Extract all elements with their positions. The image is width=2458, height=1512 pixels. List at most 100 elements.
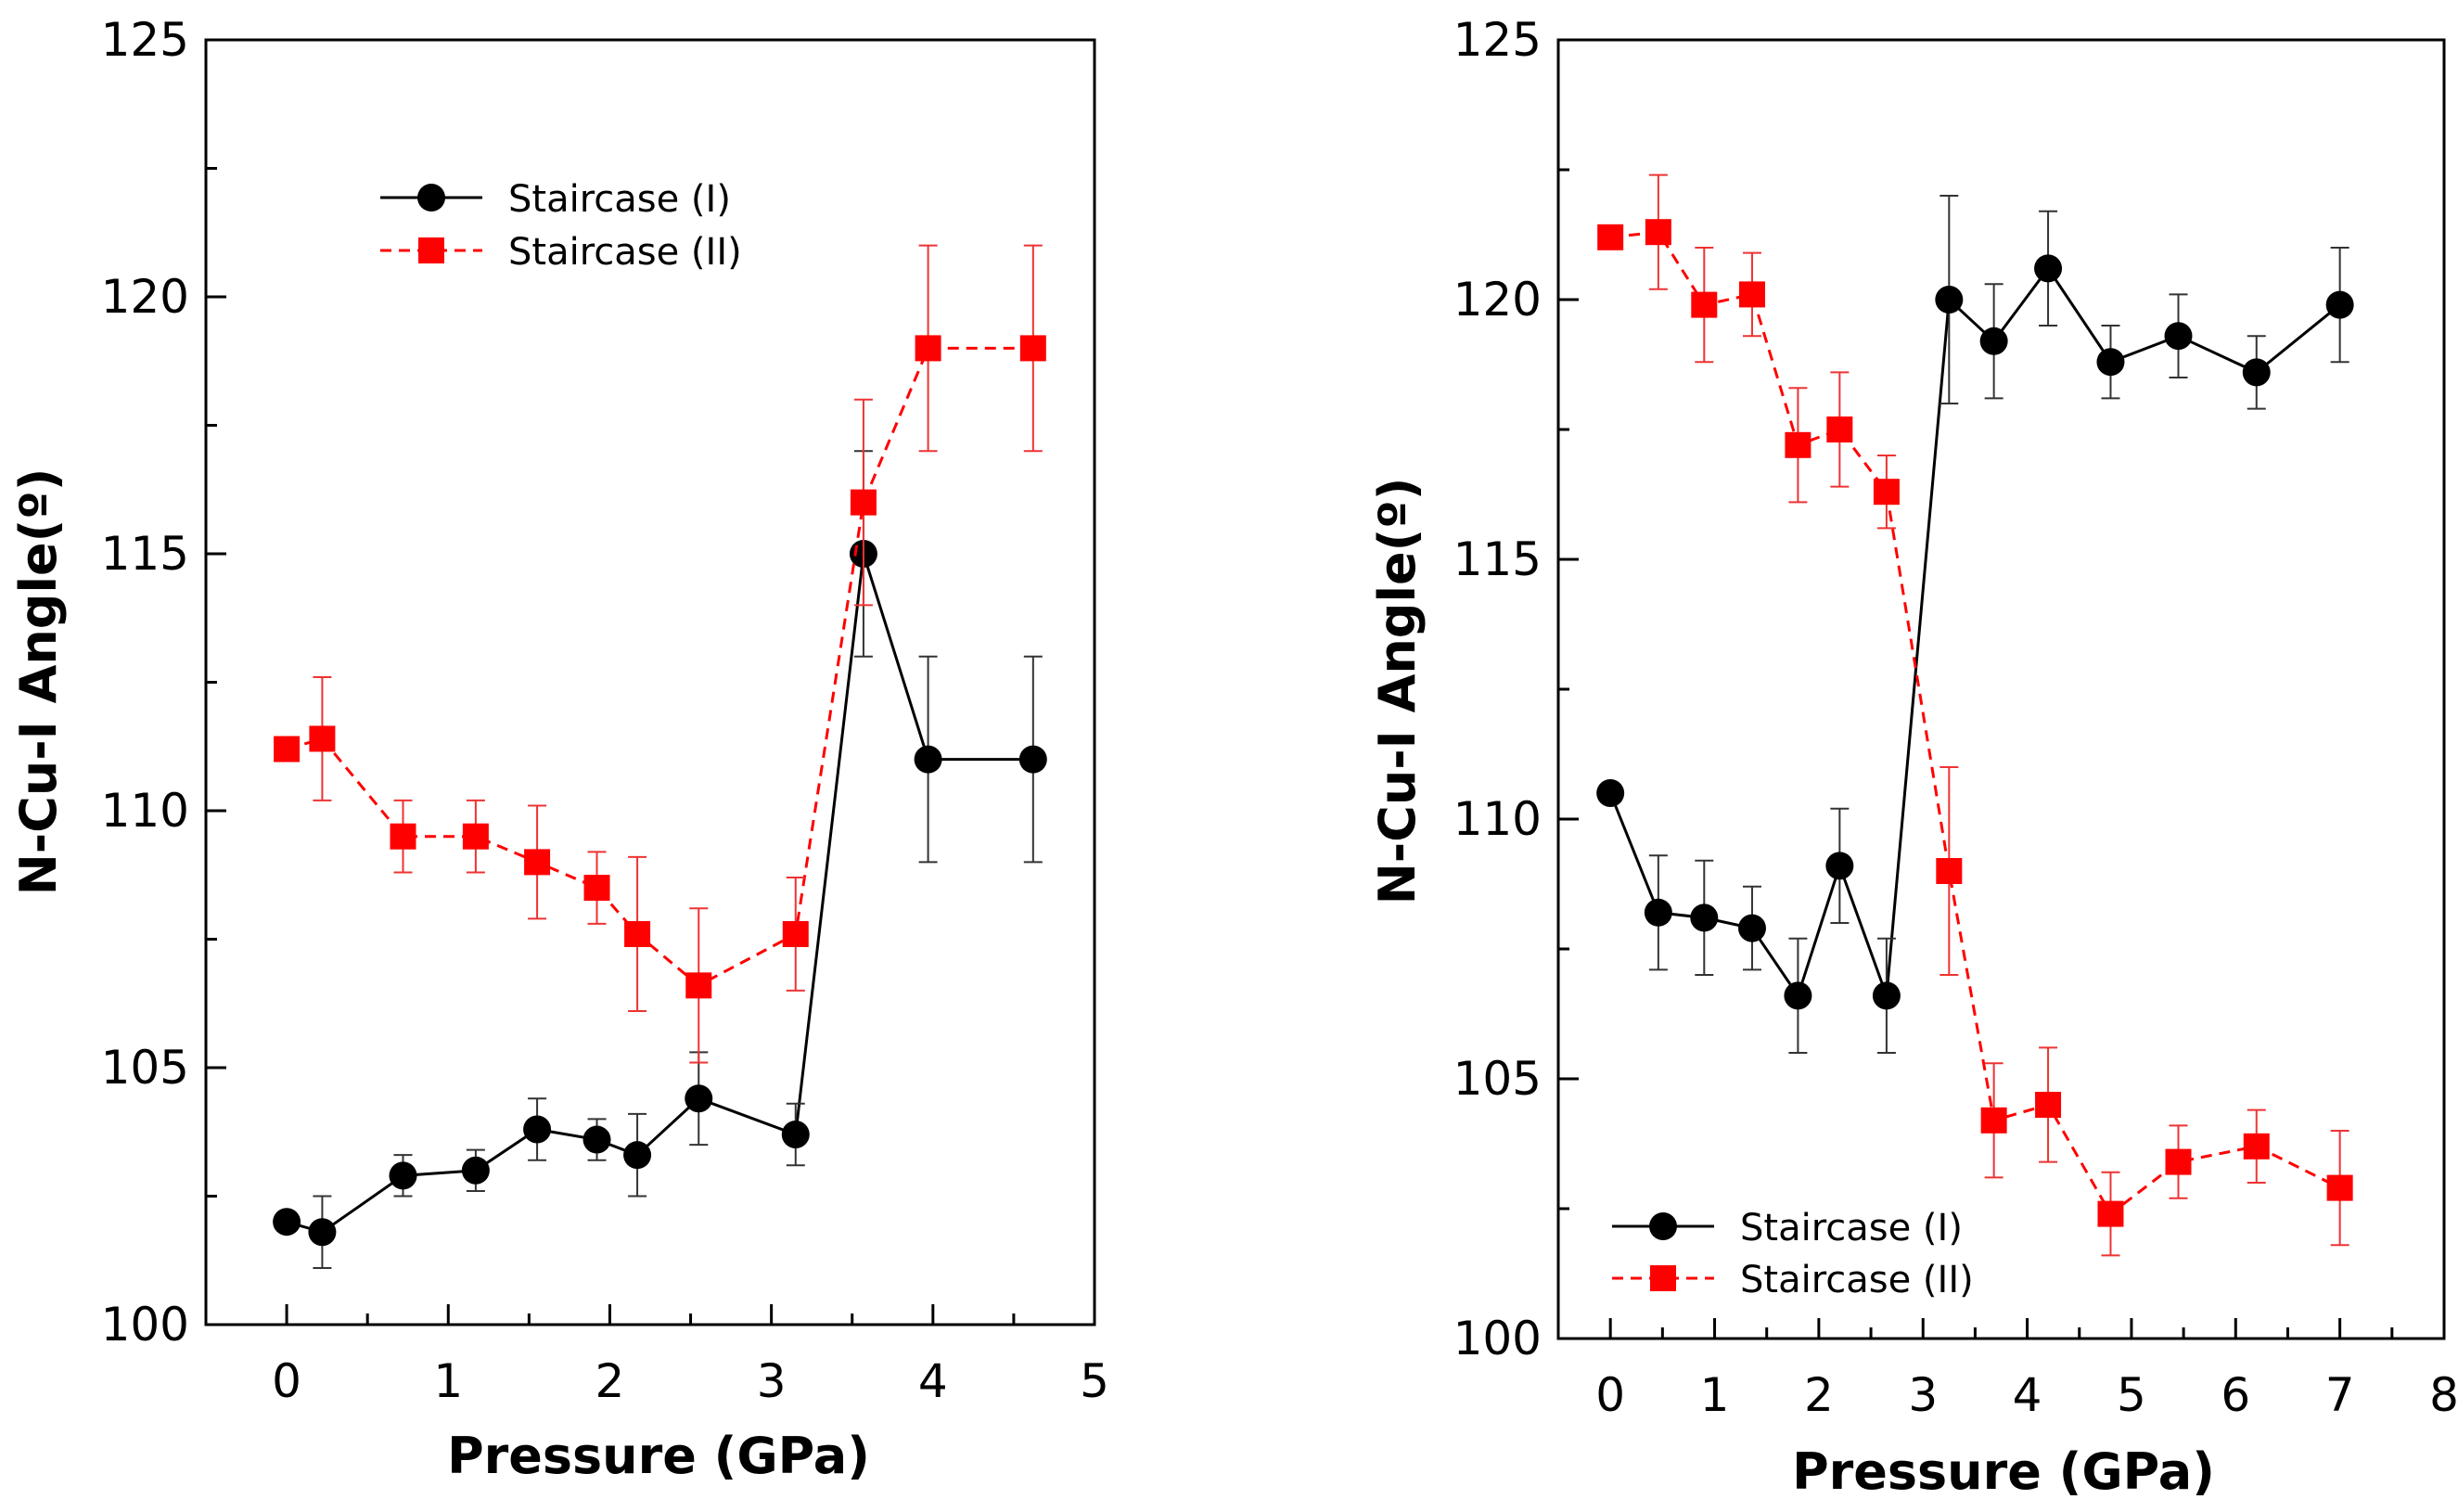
- series-1: [1596, 195, 2354, 1054]
- data-point: [1018, 745, 1047, 774]
- data-point: [850, 489, 877, 516]
- x-tick-label: 3: [757, 1354, 787, 1408]
- y-tick-label: 120: [1453, 273, 1542, 327]
- legend: Staircase (I) Staircase (II): [1612, 1207, 1974, 1301]
- data-point: [389, 1161, 417, 1190]
- y-tick-label: 125: [101, 13, 189, 67]
- data-point: [1936, 858, 1963, 884]
- data-point: [1738, 281, 1765, 308]
- data-point: [1935, 286, 1964, 314]
- y-tick-label: 105: [1453, 1052, 1542, 1106]
- x-axis-title: Pressure (GPa): [1792, 1442, 2215, 1501]
- series-line: [286, 346, 1033, 988]
- data-point: [1980, 1107, 2007, 1134]
- x-ticks: [1608, 1318, 2446, 1339]
- plot-frame: [1556, 38, 2446, 1340]
- data-point: [2097, 1200, 2124, 1227]
- y-ticks: [206, 38, 226, 1326]
- legend-marker: [1650, 1265, 1676, 1291]
- data-point: [583, 875, 610, 902]
- data-point: [462, 823, 489, 850]
- legend-label: Staircase (II): [1740, 1259, 1974, 1301]
- chart-right: 0 1 2 3 4 5 6 7 8 100 105 110 115 120 12…: [1368, 13, 2458, 1501]
- data-point: [782, 920, 809, 947]
- x-tick-label: 0: [272, 1354, 301, 1408]
- data-point: [1690, 903, 1719, 932]
- data-point: [2242, 358, 2271, 387]
- chart-left: 0 1 2 3 4 5 100 105 110 115 120 125 Pres…: [9, 13, 1109, 1485]
- legend-entry: Staircase (II): [1612, 1259, 1974, 1301]
- legend-entry: Staircase (II): [380, 231, 742, 274]
- y-axis-title: N-Cu-I Angle(º): [9, 468, 68, 896]
- data-point: [1596, 779, 1625, 807]
- x-tick-label: 5: [2117, 1368, 2146, 1422]
- data-point: [2326, 1174, 2353, 1201]
- data-point: [1597, 224, 1624, 250]
- legend-marker: [418, 237, 444, 263]
- data-point: [685, 972, 712, 999]
- data-point: [914, 745, 942, 774]
- y-tick-label: 120: [101, 270, 189, 324]
- y-ticks: [1558, 38, 1579, 1340]
- legend: Staircase (I) Staircase (II): [380, 178, 742, 274]
- x-tick-label: 1: [1700, 1368, 1730, 1422]
- x-tick-labels: 0 1 2 3 4 5: [272, 1354, 1109, 1408]
- data-point: [2096, 348, 2125, 377]
- data-point: [461, 1156, 490, 1185]
- x-tick-label: 8: [2429, 1368, 2458, 1422]
- x-ticks: [285, 1304, 1096, 1325]
- data-point: [1644, 898, 1672, 927]
- y-tick-label: 105: [101, 1041, 189, 1095]
- x-tick-label: 1: [433, 1354, 463, 1408]
- data-point: [523, 1115, 552, 1144]
- data-point: [2164, 322, 2193, 351]
- data-point: [524, 849, 551, 876]
- data-point: [1979, 327, 2008, 355]
- data-point: [781, 1121, 810, 1149]
- data-point: [274, 736, 301, 762]
- data-point: [685, 1084, 713, 1113]
- series-line: [286, 553, 1033, 1234]
- data-point: [2035, 1092, 2062, 1118]
- y-tick-label: 125: [1453, 13, 1542, 67]
- data-point: [1737, 914, 1766, 942]
- data-point: [2034, 254, 2063, 283]
- y-tick-labels: 100 105 110 115 120 125: [1453, 13, 1542, 1365]
- series-group: [273, 244, 1047, 1270]
- x-tick-label: 2: [1804, 1368, 1834, 1422]
- data-point: [1019, 335, 1046, 362]
- x-tick-label: 5: [1080, 1354, 1109, 1408]
- x-tick-label: 3: [1908, 1368, 1938, 1422]
- legend-label: Staircase (I): [508, 178, 731, 221]
- y-tick-labels: 100 105 110 115 120 125: [101, 13, 189, 1352]
- data-point: [1873, 479, 1900, 506]
- legend-marker: [417, 184, 445, 211]
- data-point: [2165, 1148, 2192, 1175]
- x-tick-label: 0: [1595, 1368, 1625, 1422]
- data-point: [915, 335, 941, 362]
- x-tick-label: 7: [2325, 1368, 2355, 1422]
- data-point: [2325, 290, 2354, 319]
- data-point: [624, 920, 651, 947]
- data-point: [1826, 416, 1853, 442]
- x-axis-title: Pressure (GPa): [447, 1427, 870, 1485]
- data-point: [1825, 852, 1854, 880]
- series-group: [1596, 173, 2354, 1257]
- x-tick-label: 4: [918, 1354, 948, 1408]
- series-1: [273, 450, 1047, 1270]
- y-tick-label: 115: [101, 527, 189, 581]
- data-point: [582, 1125, 611, 1154]
- data-point: [309, 725, 336, 752]
- data-point: [1785, 431, 1811, 458]
- x-tick-label: 6: [2221, 1368, 2250, 1422]
- data-point: [2243, 1133, 2270, 1160]
- series-2: [274, 244, 1046, 1064]
- data-point: [273, 1208, 301, 1237]
- x-tick-label: 4: [2013, 1368, 2042, 1422]
- y-tick-label: 115: [1453, 532, 1542, 586]
- legend-entry: Staircase (I): [1612, 1207, 1963, 1249]
- legend-marker: [1649, 1212, 1677, 1240]
- data-point: [308, 1218, 337, 1247]
- data-point: [623, 1141, 652, 1170]
- y-tick-label: 100: [1453, 1312, 1542, 1365]
